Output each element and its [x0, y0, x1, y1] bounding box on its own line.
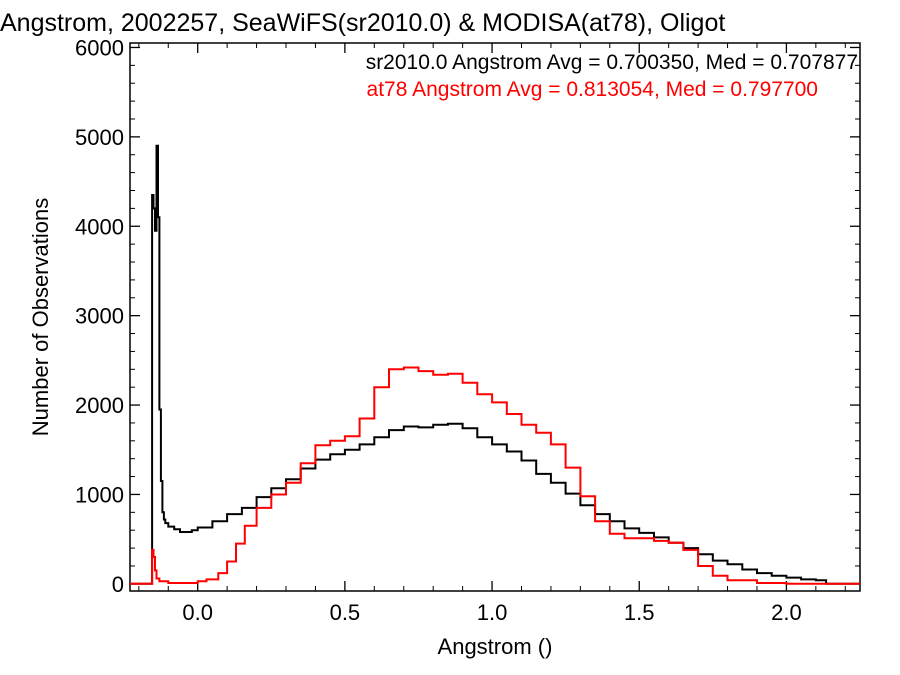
legend-sr2010: sr2010.0 Angstrom Avg = 0.700350, Med = …: [366, 51, 858, 74]
x-tick-label: 0.5: [330, 600, 361, 625]
x-tick-label: 1.0: [477, 600, 508, 625]
y-tick-label: 3000: [75, 304, 124, 329]
legend-at78: at78 Angstrom Avg = 0.813054, Med = 0.79…: [367, 78, 818, 101]
axis-ticks: 0.0 0.5 1.0 1.5 2.0 0 1000 2000 3000 4000 5000 6000: [75, 35, 860, 625]
y-tick-label: 4000: [75, 214, 124, 239]
y-tick-label: 2000: [75, 393, 124, 418]
y-tick-label: 6000: [75, 35, 124, 60]
chart-title: Angstrom, 2002257, SeaWiFS(sr2010.0) & M…: [0, 9, 725, 37]
series-sr2010-line: [130, 144, 860, 585]
x-tick-label: 2.0: [771, 600, 802, 625]
x-tick-label: 0.0: [182, 600, 213, 625]
y-tick-label: 5000: [75, 125, 124, 150]
y-tick-label: 1000: [75, 482, 124, 507]
y-axis-label: Number of Observations: [28, 198, 53, 436]
x-axis-label: Angstrom (): [438, 634, 553, 659]
plot-frame: [129, 42, 861, 592]
y-tick-label: 0: [112, 572, 124, 597]
series-layer: [130, 144, 860, 585]
x-tick-label: 1.5: [624, 600, 655, 625]
series-at78-line: [130, 366, 860, 585]
